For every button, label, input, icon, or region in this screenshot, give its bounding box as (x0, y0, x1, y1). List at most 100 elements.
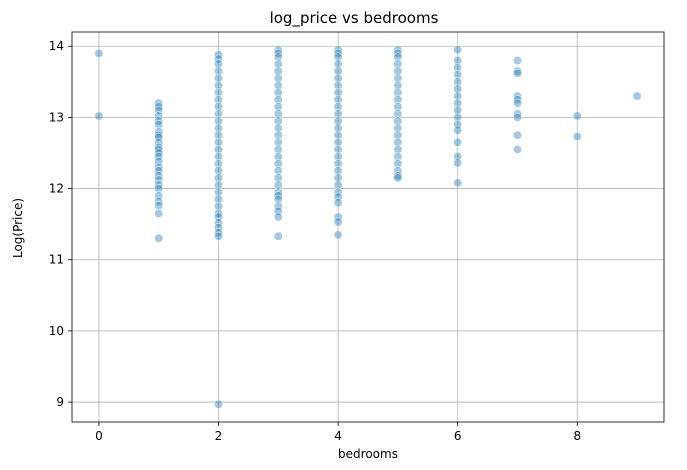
y-tick-label: 12 (49, 182, 64, 196)
y-tick-label: 10 (49, 324, 64, 338)
data-point (154, 180, 164, 190)
data-point (333, 198, 343, 208)
data-point (513, 109, 522, 119)
data-point (214, 180, 223, 190)
data-point (214, 187, 223, 197)
data-point (214, 116, 223, 126)
data-point (453, 98, 463, 108)
data-point (154, 132, 164, 142)
data-point (214, 80, 223, 90)
data-point (273, 123, 283, 133)
data-point (273, 152, 283, 161)
data-point (273, 231, 283, 241)
data-point (513, 68, 522, 78)
data-point (333, 173, 343, 183)
data-point (333, 123, 343, 133)
data-point (393, 80, 403, 90)
data-point (214, 144, 223, 154)
data-point (393, 66, 403, 76)
data-point (214, 209, 223, 218)
data-point (333, 230, 343, 240)
data-point (273, 137, 283, 147)
data-point (333, 80, 343, 90)
data-point (273, 109, 283, 119)
data-point (154, 166, 164, 176)
data-point (273, 159, 283, 169)
data-point (393, 95, 403, 105)
data-point (393, 171, 403, 181)
data-point (333, 109, 343, 119)
data-point (154, 102, 164, 112)
data-point (214, 159, 223, 169)
data-point (214, 201, 223, 211)
data-point (393, 173, 403, 183)
data-point (333, 102, 343, 112)
data-point (273, 212, 283, 222)
data-point (333, 88, 343, 97)
y-tick-label: 11 (49, 253, 64, 267)
data-point (214, 102, 223, 112)
x-axis-label: bedrooms (338, 447, 398, 461)
data-point (333, 45, 343, 55)
data-point (273, 194, 283, 204)
data-point (273, 187, 283, 197)
data-point (214, 88, 223, 97)
data-point (453, 91, 463, 101)
data-point (453, 84, 463, 94)
data-point (393, 159, 403, 169)
data-point (273, 173, 283, 183)
y-axis-label: Log(Price) (11, 198, 25, 258)
data-point (214, 137, 223, 147)
data-point (273, 59, 283, 69)
data-point (513, 91, 522, 101)
data-point (333, 66, 343, 76)
data-point (214, 54, 223, 64)
data-point (214, 231, 223, 241)
data-point (273, 48, 283, 58)
data-point (154, 144, 164, 154)
data-point (393, 88, 403, 97)
data-point (393, 73, 403, 83)
x-tick-label: 8 (573, 429, 581, 443)
data-point (453, 178, 463, 188)
data-point (453, 137, 463, 147)
data-point (214, 73, 223, 83)
data-point (333, 152, 343, 161)
data-point (333, 130, 343, 140)
data-point (154, 130, 164, 140)
data-point (154, 137, 164, 147)
data-point (154, 201, 164, 211)
data-point (214, 66, 223, 76)
data-point (393, 48, 403, 58)
data-point (453, 152, 463, 161)
data-point (393, 130, 403, 140)
data-point (214, 173, 223, 183)
data-point (154, 233, 164, 243)
data-point (273, 144, 283, 154)
chart-title: log_price vs bedrooms (270, 9, 439, 28)
data-point (94, 111, 104, 121)
data-point (273, 66, 283, 76)
data-point (393, 109, 403, 119)
data-point (333, 212, 343, 222)
axis-ticks: 0 2 4 6 8 9 10 11 12 13 14 (49, 39, 581, 443)
data-point (393, 166, 403, 176)
data-point (154, 184, 164, 194)
data-point (273, 88, 283, 97)
data-point (333, 95, 343, 105)
data-point (333, 52, 343, 62)
data-point (333, 187, 343, 197)
data-point (393, 59, 403, 69)
data-point (572, 132, 582, 142)
data-point (393, 52, 403, 62)
data-point (273, 166, 283, 176)
data-point (513, 66, 522, 76)
data-point (214, 166, 223, 176)
data-point (333, 180, 343, 190)
data-point (273, 95, 283, 105)
data-point (214, 218, 223, 228)
data-point (273, 73, 283, 83)
data-point (393, 152, 403, 161)
x-tick-label: 4 (334, 429, 342, 443)
